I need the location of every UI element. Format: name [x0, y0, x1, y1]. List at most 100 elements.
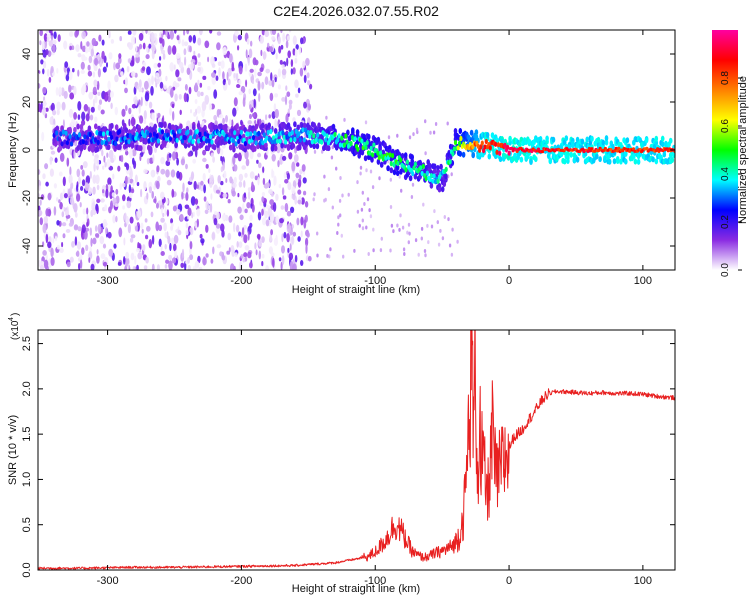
spectrogram-noise-cell — [169, 242, 172, 252]
spectrogram-noise-cell — [208, 168, 211, 174]
spectrogram-noise-cell — [290, 206, 295, 213]
spectrogram-noise-cell — [228, 118, 232, 126]
spectrogram-noise-cell — [229, 176, 233, 184]
spectrogram-noise-cell — [194, 260, 200, 269]
spectrogram-noise-cell — [248, 88, 251, 95]
spectrogram-noise-cell — [38, 260, 42, 267]
spectrogram-ridge-cell — [326, 145, 331, 152]
spectrogram-noise-cell — [347, 192, 350, 197]
spectrogram-noise-cell — [292, 67, 296, 75]
spectrogram-noise-cell — [205, 200, 209, 211]
spectrogram-ridge-cell — [293, 121, 297, 128]
spectrogram-noise-cell — [190, 61, 195, 71]
spectrogram-noise-cell — [45, 30, 50, 34]
spectrogram-noise-cell — [197, 53, 201, 58]
spectrogram-noise-cell — [204, 94, 210, 105]
spectrogram-noise-cell — [361, 190, 364, 195]
spectrogram-noise-cell — [117, 165, 121, 172]
spectrogram-noise-cell — [257, 176, 260, 186]
spectrogram-ridge-cell — [389, 167, 394, 174]
spectrogram-noise-cell — [56, 101, 61, 111]
spectrogram-noise-cell — [252, 88, 257, 97]
spectrogram-noise-cell — [280, 205, 285, 210]
spectrogram-ridge-cell — [254, 123, 259, 130]
spectrogram-y-tick-label: 0 — [21, 147, 33, 153]
spectrogram-noise-cell — [199, 233, 203, 239]
spectrogram-noise-cell — [122, 182, 126, 188]
spectrogram-ridge-cell — [488, 145, 492, 151]
spectrogram-noise-cell — [149, 122, 154, 127]
spectrogram-ridge-cell — [231, 137, 235, 144]
spectrogram-noise-cell — [215, 223, 221, 229]
spectrogram-ridge-cell — [636, 158, 641, 165]
spectrogram-noise-cell — [325, 115, 328, 120]
spectrogram-ridge-cell — [356, 146, 360, 152]
spectrogram-noise-cell — [202, 173, 206, 181]
spectrogram-noise-cell — [208, 103, 212, 111]
spectrogram-noise-cell — [137, 252, 143, 260]
spectrogram-noise-cell — [166, 179, 172, 186]
spectrogram-noise-cell — [387, 135, 391, 140]
spectrogram-noise-cell — [58, 199, 61, 204]
spectrogram-noise-cell — [85, 47, 89, 54]
spectrogram-noise-cell — [237, 152, 242, 162]
spectrogram-noise-cell — [199, 82, 203, 88]
spectrogram-noise-cell — [244, 63, 248, 72]
spectrogram-ridge-cell — [404, 167, 408, 173]
spectrogram-noise-cell — [69, 256, 74, 263]
spectrogram-ridge-cell — [670, 157, 675, 163]
spectrogram-ridge-cell — [660, 135, 665, 142]
spectrogram-noise-cell — [291, 186, 296, 195]
spectrogram-ridge-cell — [360, 149, 365, 156]
spectrogram-ridge-cell — [498, 150, 502, 156]
spectrogram-noise-cell — [233, 164, 238, 172]
spectrogram-noise-cell — [160, 251, 165, 256]
spectrogram-noise-cell — [439, 228, 442, 233]
colorbar-tick-label: 0.8 — [720, 71, 731, 85]
spectrogram-noise-cell — [50, 150, 56, 155]
spectrogram-noise-cell — [190, 196, 196, 206]
spectrogram-noise-cell — [76, 193, 81, 202]
spectrogram-ridge-cell — [324, 137, 328, 143]
spectrogram-noise-cell — [451, 227, 454, 232]
spectrogram-noise-cell — [68, 174, 73, 184]
spectrogram-noise-cell — [313, 192, 316, 197]
spectrogram-noise-cell — [158, 238, 162, 247]
spectrogram-ridge-cell — [567, 143, 572, 150]
spectrogram-ridge-cell — [444, 173, 448, 180]
spectrogram-noise-cell — [268, 114, 272, 119]
spectrogram-noise-cell — [56, 197, 59, 202]
spectrogram-noise-cell — [361, 218, 364, 223]
spectrogram-noise-cell — [87, 64, 91, 71]
spectrogram-noise-cell — [372, 248, 375, 253]
spectrogram-noise-cell — [286, 57, 289, 67]
spectrogram-noise-cell — [249, 214, 253, 221]
spectrogram-noise-cell — [268, 189, 273, 195]
spectrogram-ridge-cell — [95, 146, 100, 153]
spectrogram-noise-cell — [249, 68, 254, 73]
snr-scale-close: ) — [10, 313, 21, 316]
spectrogram-noise-cell — [261, 81, 265, 90]
spectrogram-noise-cell — [272, 257, 275, 268]
spectrogram-noise-cell — [92, 98, 95, 108]
spectrogram-ridge-cell — [331, 123, 336, 130]
spectrogram-ridge-cell — [288, 131, 292, 137]
spectrogram-noise-cell — [210, 152, 214, 158]
spectrogram-noise-cell — [211, 232, 215, 240]
spectrogram-noise-cell — [369, 214, 373, 219]
spectrogram-noise-cell — [281, 245, 285, 254]
spectrogram-noise-cell — [73, 203, 78, 213]
spectrogram-noise-cell — [288, 103, 292, 110]
spectrogram-noise-cell — [146, 47, 148, 53]
spectrogram-noise-cell — [168, 260, 173, 270]
spectrogram-noise-cell — [128, 118, 131, 127]
spectrogram-noise-cell — [120, 71, 124, 77]
spectrogram-ridge-cell — [281, 130, 285, 136]
spectrogram-ridge-cell — [377, 155, 381, 161]
spectrogram-noise-cell — [77, 101, 82, 111]
spectrogram-noise-cell — [441, 236, 445, 241]
spectrogram-noise-cell — [101, 39, 105, 46]
spectrogram-noise-cell — [128, 42, 133, 50]
spectrogram-noise-cell — [411, 182, 415, 187]
